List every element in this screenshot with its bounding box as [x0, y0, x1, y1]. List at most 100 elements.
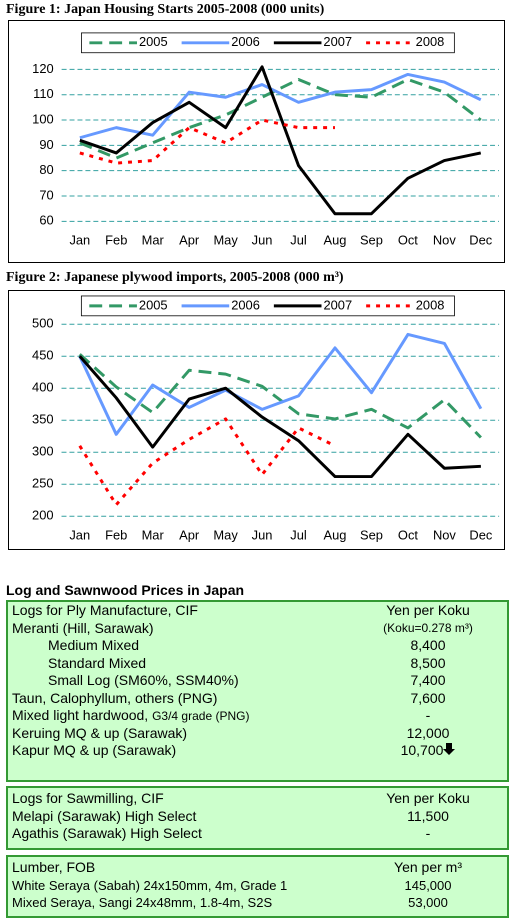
- x-tick-label: May: [213, 528, 238, 543]
- table-row: Kapur MQ & up (Sarawak) 10,700: [12, 742, 503, 760]
- table-header: Lumber, FOB Yen per m³: [12, 859, 503, 877]
- table-row: Standard Mixed 8,500: [12, 655, 503, 673]
- row-label: Small Log (SM60%, SSM40%): [48, 672, 239, 688]
- row-label: Taun, Calophyllum, others (PNG): [12, 689, 218, 706]
- x-tick-label: Jan: [69, 528, 90, 543]
- row-value: 7,400: [410, 672, 446, 688]
- table-row: Agathis (Sarawak) High Select -: [12, 825, 503, 843]
- x-tick-label: Aug: [324, 528, 347, 543]
- x-tick-label: Apr: [179, 233, 200, 248]
- price-table: Logs for Sawmilling, CIF Yen per Koku Mel…: [6, 786, 509, 850]
- legend-label: 2005: [139, 297, 168, 312]
- x-tick-label: Sep: [360, 233, 383, 248]
- row-label: Mixed light hardwood,: [12, 707, 149, 723]
- series-line: [78, 353, 482, 439]
- y-tick-label: 100: [32, 111, 53, 126]
- x-tick-label: Jul: [290, 233, 306, 248]
- table-header: Logs for Sawmilling, CIF Yen per Koku: [12, 790, 503, 808]
- y-tick-label: 200: [32, 508, 54, 523]
- x-tick-label: Aug: [324, 233, 347, 248]
- series-line: [78, 332, 483, 436]
- x-tick-label: Dec: [469, 233, 492, 248]
- x-tick-label: Mar: [142, 528, 165, 543]
- series-line: [78, 355, 481, 479]
- row-label: Kapur MQ & up (Sarawak): [12, 742, 177, 758]
- y-tick-label: 60: [39, 213, 53, 228]
- y-tick-label: 450: [32, 348, 54, 363]
- row-value: 8,400: [410, 637, 446, 653]
- y-tick-label: 110: [33, 86, 54, 101]
- x-tick-label: Apr: [179, 528, 200, 543]
- y-tick-label: 70: [39, 187, 53, 202]
- series-line: [79, 78, 482, 160]
- x-tick-label: Dec: [469, 528, 492, 543]
- y-tick-label: 350: [32, 412, 54, 427]
- legend-label: 2007: [323, 297, 352, 312]
- x-tick-label: Oct: [398, 528, 418, 543]
- legend-label: 2006: [231, 34, 260, 49]
- row-value: 7,600: [410, 689, 446, 706]
- table-row: Mixed light hardwood, G3/4 grade (PNG) -: [12, 707, 503, 725]
- x-tick-label: Nov: [433, 233, 456, 248]
- table-row: White Seraya (Sabah) 24x150mm, 4m, Grade…: [12, 877, 503, 895]
- row-label: Meranti (Hill, Sarawak): [12, 619, 154, 636]
- legend-label: 2006: [231, 297, 260, 312]
- header-unit: Yen per Koku: [386, 790, 470, 806]
- y-tick-label: 400: [32, 380, 54, 395]
- row-value: 8,500: [410, 654, 446, 671]
- series-line: [79, 65, 482, 216]
- row-label: Keruing MQ & up (Sarawak): [12, 724, 188, 741]
- y-tick-label: 300: [32, 444, 54, 459]
- legend-box: [80, 295, 455, 317]
- header-label: Logs for Ply Manufacture, CIF: [12, 602, 198, 618]
- row-label: Medium Mixed: [48, 637, 140, 653]
- row-label: Melapi (Sarawak) High Select: [12, 807, 197, 824]
- x-tick-label: Sep: [360, 528, 383, 543]
- y-tick-label: 120: [32, 61, 53, 76]
- x-tick-label: Mar: [142, 233, 165, 248]
- x-tick-label: May: [213, 233, 238, 248]
- x-tick-label: Jul: [290, 528, 306, 543]
- table-row: Mixed Seraya, Sangi 24x48mm, 1.8-4m, S2S…: [12, 894, 503, 912]
- table-row: Small Log (SM60%, SSM40%) 7,400: [12, 672, 503, 690]
- legend-label: 2008: [416, 34, 445, 49]
- legend-label: 2007: [323, 34, 352, 49]
- header-unit: Yen per Koku: [386, 602, 470, 618]
- x-tick-label: Nov: [433, 528, 456, 543]
- price-table: Lumber, FOB Yen per m³ White Seraya (Saba…: [6, 855, 509, 918]
- legend-label: 2005: [139, 34, 168, 49]
- figure-title: Figure 1: Japan Housing Starts 2005-2008…: [6, 2, 325, 17]
- x-tick-label: Oct: [398, 233, 418, 248]
- row-label: White Seraya (Sabah) 24x150mm, 4m, Grade…: [12, 877, 288, 893]
- x-tick-label: Jun: [252, 528, 273, 543]
- y-tick-label: 80: [39, 162, 53, 177]
- table-row: Keruing MQ & up (Sarawak) 12,000: [12, 725, 503, 743]
- legend-label: 2008: [416, 297, 445, 312]
- header-unit: Yen per m³: [394, 859, 462, 875]
- row-value: 12,000: [406, 724, 450, 741]
- x-tick-label: Feb: [105, 233, 127, 248]
- x-tick-label: Jun: [252, 233, 273, 248]
- table-row: Medium Mixed 8,400: [12, 637, 503, 655]
- row-value: 10,700: [400, 742, 444, 758]
- row-value: (Koku=0.278 m³): [383, 620, 473, 635]
- row-label: Standard Mixed: [48, 654, 147, 671]
- row-value: 145,000: [404, 877, 452, 893]
- row-label: Mixed Seraya, Sangi 24x48mm, 1.8-4m, S2S: [12, 895, 273, 910]
- series-line: [79, 72, 482, 140]
- row-value: 11,500: [407, 807, 449, 824]
- table-row: Taun, Calophyllum, others (PNG) 7,600: [12, 690, 503, 708]
- row-value: -: [425, 825, 431, 841]
- series-line: [78, 417, 336, 507]
- table-row: Meranti (Hill, Sarawak) (Koku=0.278 m³): [12, 620, 503, 638]
- table-row: Melapi (Sarawak) High Select 11,500: [12, 808, 503, 826]
- chart: 60 70 80 90 100 110 120 Jan Feb Mar Apr May Jun Jul Au…: [8, 20, 505, 263]
- y-tick-label: 250: [32, 476, 54, 491]
- chart: 200 250 300 350 400 450 500 Jan Feb Mar Apr May Jun J…: [8, 290, 505, 550]
- y-tick-label: 500: [32, 316, 54, 331]
- x-tick-label: Jan: [69, 233, 90, 248]
- down-arrow: [443, 743, 456, 755]
- x-tick-label: Feb: [105, 528, 127, 543]
- row-label: Agathis (Sarawak) High Select: [12, 825, 202, 841]
